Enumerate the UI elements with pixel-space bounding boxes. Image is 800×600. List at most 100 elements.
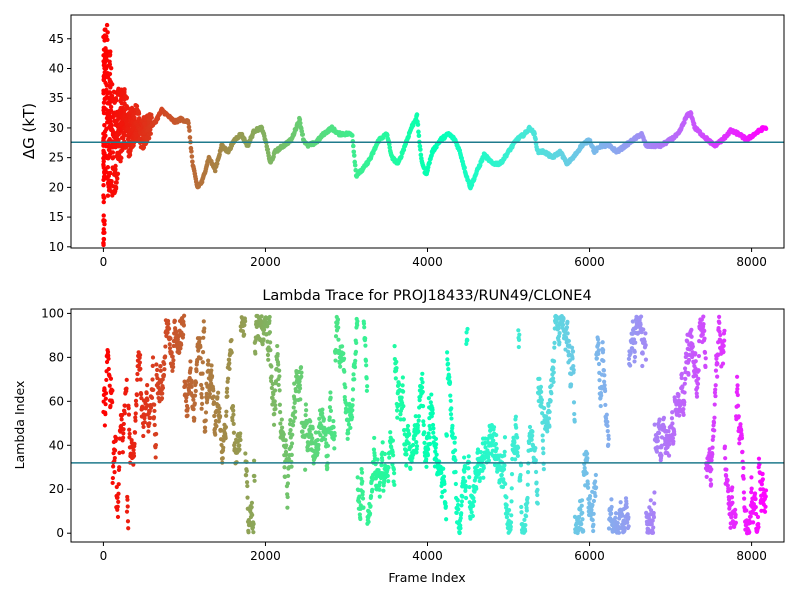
lambda-point xyxy=(351,372,356,377)
lambda-point xyxy=(462,469,467,474)
lambda-point xyxy=(333,358,338,363)
lambda-point xyxy=(189,384,194,389)
lambda-point xyxy=(381,488,386,493)
lambda-point xyxy=(360,489,365,494)
lambda-point xyxy=(224,389,229,395)
lambda-point xyxy=(744,508,749,513)
lambda-point xyxy=(554,314,560,320)
lambda-point xyxy=(670,421,675,426)
lambda-point xyxy=(298,397,303,402)
lambda-point xyxy=(605,423,610,429)
lambda-y-tick-label: 40 xyxy=(49,438,64,452)
lambda-point xyxy=(200,386,205,391)
lambda-point xyxy=(416,414,422,419)
lambda-point xyxy=(431,430,436,435)
lambda-point xyxy=(547,424,552,429)
lambda-point xyxy=(596,351,601,356)
lambda-x-axis-label: Frame Index xyxy=(388,570,465,585)
delta-g-y-tick-label: 25 xyxy=(49,151,64,165)
lambda-point xyxy=(640,363,645,369)
lambda-point xyxy=(651,510,656,516)
lambda-point xyxy=(474,486,479,491)
lambda-point xyxy=(125,504,130,509)
lambda-point xyxy=(322,437,328,442)
lambda-point xyxy=(701,322,706,327)
lambda-point xyxy=(763,504,768,509)
lambda-point xyxy=(407,431,412,437)
delta-g-point xyxy=(214,161,220,166)
lambda-point xyxy=(420,380,425,385)
lambda-point xyxy=(541,406,547,411)
lambda-point xyxy=(291,419,296,424)
lambda-point xyxy=(478,476,483,481)
delta-g-y-tick-label: 15 xyxy=(49,210,64,224)
lambda-point xyxy=(135,377,140,382)
lambda-point xyxy=(146,429,151,434)
lambda-point xyxy=(524,514,529,519)
lambda-point xyxy=(523,522,528,528)
lambda-point xyxy=(515,445,521,450)
lambda-point xyxy=(251,521,256,527)
lambda-point xyxy=(328,390,333,395)
lambda-point xyxy=(491,438,496,443)
lambda-point xyxy=(290,423,296,428)
lambda-point xyxy=(426,431,431,436)
delta-g-point xyxy=(108,104,114,110)
lambda-point xyxy=(308,419,313,424)
lambda-point xyxy=(106,353,111,358)
delta-g-y-tick-label: 40 xyxy=(49,61,64,75)
lambda-point xyxy=(703,356,708,361)
lambda-point xyxy=(551,370,556,375)
lambda-point xyxy=(535,501,540,506)
delta-g-point xyxy=(103,46,108,51)
lambda-point xyxy=(585,451,590,456)
lambda-point xyxy=(447,374,452,380)
lambda-point xyxy=(552,345,557,350)
lambda-point xyxy=(554,319,559,324)
lambda-point xyxy=(518,478,523,483)
lambda-point xyxy=(453,481,458,487)
lambda-point xyxy=(282,474,288,480)
lambda-point xyxy=(138,366,143,371)
lambda-point xyxy=(380,458,385,463)
lambda-title: Lambda Trace for PROJ18433/RUN49/CLONE4 xyxy=(262,288,591,304)
lambda-point xyxy=(268,340,273,345)
lambda-point xyxy=(626,524,631,529)
lambda-point xyxy=(388,430,393,435)
lambda-point xyxy=(320,407,325,412)
lambda-point xyxy=(605,419,610,424)
lambda-point xyxy=(206,358,211,363)
lambda-point xyxy=(401,417,406,422)
delta-g-point xyxy=(299,128,305,134)
lambda-point xyxy=(579,498,585,503)
lambda-point xyxy=(533,458,538,463)
lambda-point xyxy=(717,320,722,325)
lambda-point xyxy=(693,373,699,378)
lambda-point xyxy=(530,429,535,434)
delta-g-point xyxy=(137,136,142,141)
lambda-point xyxy=(230,404,236,409)
lambda-point xyxy=(292,381,297,386)
lambda-point xyxy=(403,448,409,453)
delta-g-y-axis-label: ΔG (kT) xyxy=(20,103,38,159)
lambda-y-tick-label: 20 xyxy=(49,482,64,496)
lambda-point xyxy=(406,428,411,433)
lambda-point xyxy=(729,495,735,500)
lambda-point xyxy=(459,503,464,508)
lambda-point xyxy=(741,465,746,471)
lambda-point xyxy=(516,344,521,350)
lambda-point xyxy=(679,371,685,376)
lambda-point xyxy=(350,403,355,408)
lambda-point xyxy=(148,405,154,410)
lambda-point xyxy=(216,390,221,395)
lambda-point xyxy=(747,529,752,535)
lambda-point xyxy=(556,334,562,339)
lambda-point xyxy=(183,399,189,404)
lambda-point xyxy=(221,445,226,450)
lambda-point xyxy=(711,434,716,439)
lambda-point xyxy=(626,356,632,361)
lambda-point xyxy=(273,406,278,411)
lambda-point xyxy=(151,415,157,420)
lambda-point xyxy=(192,401,197,406)
lambda-point xyxy=(492,462,498,468)
